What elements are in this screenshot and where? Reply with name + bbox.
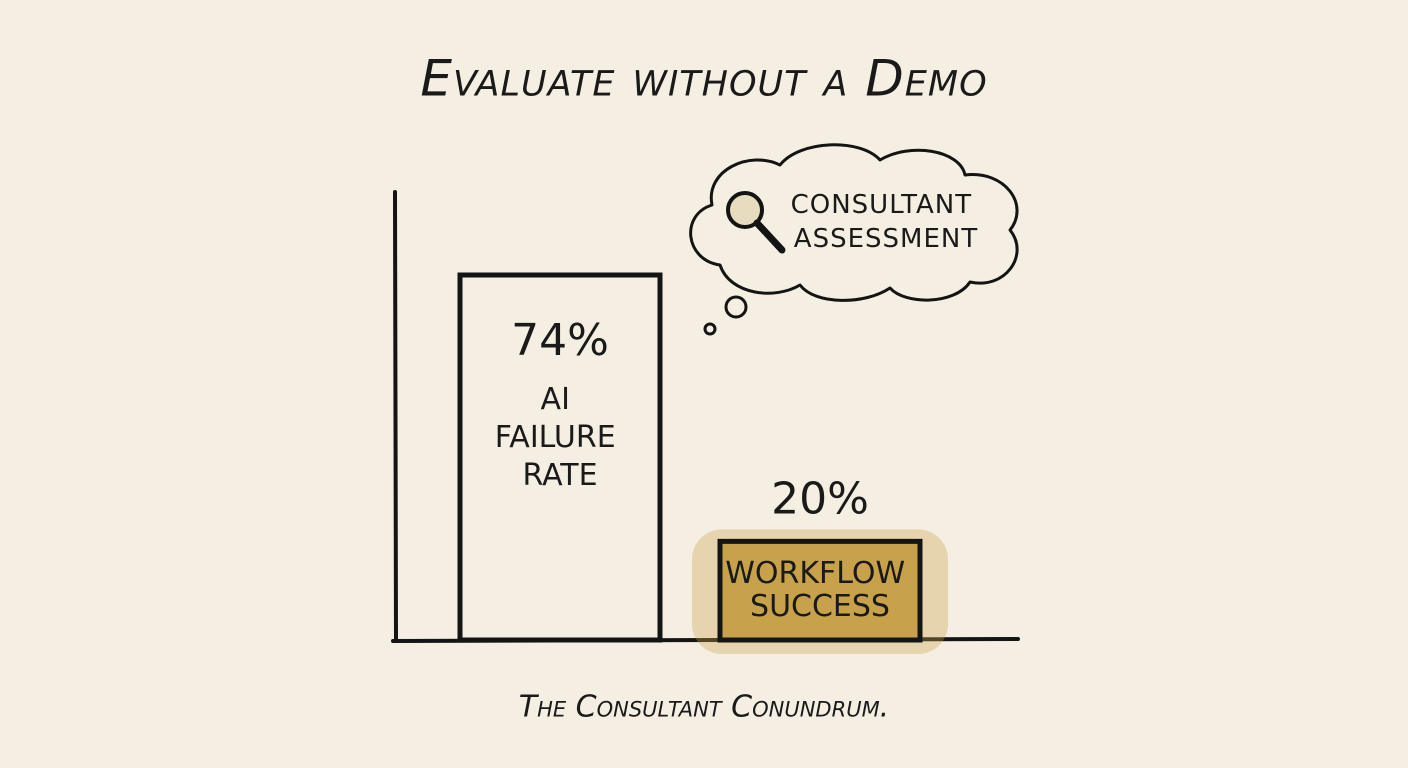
value-label: 74% xyxy=(511,315,609,366)
caption: The Consultant Conundrum. xyxy=(519,690,889,725)
bar xyxy=(717,538,923,643)
value-label: 20% xyxy=(771,473,869,524)
y-axis xyxy=(393,190,398,643)
bar xyxy=(457,272,663,643)
thought-bubble xyxy=(689,143,1019,302)
category-label: WORKFLOW SUCCESS xyxy=(725,556,915,624)
bubble-dot xyxy=(724,295,748,319)
annotation: CONSULTANT ASSESSMENT xyxy=(791,190,982,254)
magnifier-icon xyxy=(726,191,786,254)
chart-title: Evaluate without a Demo xyxy=(420,50,987,108)
category-label: AI FAILURE RATE xyxy=(495,382,625,493)
bubble-dot xyxy=(703,322,717,336)
